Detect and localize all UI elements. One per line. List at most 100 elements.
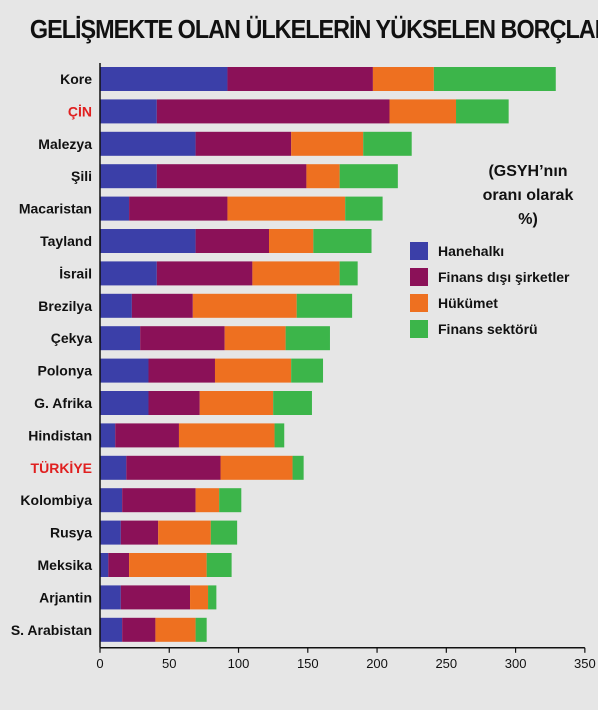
bar-7-series-3 xyxy=(252,261,340,286)
bar-15-series-2 xyxy=(120,520,159,545)
legend-label: Finans sektörü xyxy=(438,321,538,337)
bar-2-series-2 xyxy=(156,99,390,124)
bar-18-series-2 xyxy=(122,617,156,642)
bar-14-series-4 xyxy=(219,488,242,513)
legend-label: Finans dışı şirketler xyxy=(438,269,570,285)
bar-4-series-1 xyxy=(100,164,157,189)
bar-3-series-4 xyxy=(363,131,412,156)
bar-2-series-1 xyxy=(100,99,157,124)
legend-label: Hanehalkı xyxy=(438,243,505,259)
bar-17-series-3 xyxy=(190,585,209,610)
bar-14-series-3 xyxy=(195,488,220,513)
bar-5-series-1 xyxy=(100,196,130,221)
bar-13-series-4 xyxy=(292,455,304,480)
category-label: G. Afrika xyxy=(34,395,92,411)
bar-7-series-1 xyxy=(100,261,157,286)
legend-item: Hanehalkı xyxy=(410,242,570,260)
bar-18-series-1 xyxy=(100,617,123,642)
category-label: S. Arabistan xyxy=(11,622,92,638)
bar-9-series-2 xyxy=(140,326,225,351)
bar-18-series-3 xyxy=(155,617,196,642)
bar-16-series-2 xyxy=(108,553,130,577)
bar-2-series-3 xyxy=(389,99,457,124)
bar-15-series-4 xyxy=(210,520,238,545)
bar-9-series-3 xyxy=(224,326,286,351)
bar-8-series-3 xyxy=(192,293,297,318)
x-tick-label: 100 xyxy=(228,656,250,671)
chart-title: GELİŞMEKTE OLAN ÜLKELERİN YÜKSELEN BORÇL… xyxy=(29,14,598,44)
category-label: Arjantin xyxy=(39,589,92,605)
bar-6-series-3 xyxy=(269,229,314,253)
x-axis: 0 50 100 150 200 250 300 350 xyxy=(96,63,596,671)
category-label: Macaristan xyxy=(19,201,92,217)
category-label: Brezilya xyxy=(38,298,92,314)
category-label: TÜRKİYE xyxy=(31,460,92,476)
bar-13-series-2 xyxy=(126,455,221,480)
bar-5-series-3 xyxy=(227,196,346,221)
category-label: Rusya xyxy=(50,525,92,541)
legend-swatch xyxy=(410,242,428,260)
bar-17-series-2 xyxy=(120,585,191,610)
category-label: Kore xyxy=(60,71,92,87)
bar-16-series-4 xyxy=(206,553,232,577)
category-labels: Kore ÇİN Malezya Şili Macaristan Tayland İsrai… xyxy=(11,71,92,638)
category-label: Çekya xyxy=(51,330,92,346)
bar-2-series-4 xyxy=(456,99,509,124)
bar-6-series-1 xyxy=(100,229,196,253)
category-label: Meksika xyxy=(38,557,93,573)
bar-12-series-4 xyxy=(274,423,285,448)
legend-item: Hükümet xyxy=(410,294,570,312)
category-label: ÇİN xyxy=(68,103,92,119)
bar-18-series-4 xyxy=(195,617,207,642)
x-tick-label: 350 xyxy=(574,656,596,671)
bar-11-series-4 xyxy=(273,391,312,415)
legend-item: Finans sektörü xyxy=(410,320,570,338)
bar-16-series-3 xyxy=(129,553,207,577)
bar-1-series-3 xyxy=(372,67,434,91)
bar-15-series-3 xyxy=(158,520,211,545)
legend-item: Finans dışı şirketler xyxy=(410,268,570,286)
bar-12-series-1 xyxy=(100,423,116,448)
bar-1-series-2 xyxy=(227,67,373,91)
x-tick-label: 50 xyxy=(162,656,176,671)
legend-label: Hükümet xyxy=(438,295,498,311)
bar-7-series-2 xyxy=(156,261,253,286)
category-label: Polonya xyxy=(38,363,93,379)
bar-14-series-2 xyxy=(122,488,196,513)
bar-16-series-1 xyxy=(100,553,109,577)
bar-11-series-3 xyxy=(199,391,274,415)
x-tick-label: 250 xyxy=(435,656,457,671)
bar-17-series-4 xyxy=(208,585,217,610)
bar-6-series-4 xyxy=(313,229,372,253)
x-tick-label: 300 xyxy=(505,656,527,671)
bar-17-series-1 xyxy=(100,585,121,610)
bar-5-series-4 xyxy=(345,196,383,221)
bar-3-series-3 xyxy=(291,131,364,156)
bar-4-series-4 xyxy=(339,164,398,189)
x-tick-label: 200 xyxy=(366,656,388,671)
legend: Hanehalkı Finans dışı şirketler Hükümet Fin… xyxy=(410,242,570,346)
bar-12-series-2 xyxy=(115,423,179,448)
category-label: Malezya xyxy=(38,136,92,152)
bar-13-series-3 xyxy=(220,455,293,480)
bar-10-series-4 xyxy=(291,358,324,383)
bar-3-series-2 xyxy=(195,131,292,156)
legend-swatch xyxy=(410,294,428,312)
category-label: Tayland xyxy=(40,233,92,249)
bar-14-series-1 xyxy=(100,488,123,513)
category-label: Şili xyxy=(71,168,92,184)
bar-11-series-2 xyxy=(148,391,200,415)
bar-6-series-2 xyxy=(195,229,270,253)
category-label: Hindistan xyxy=(28,427,92,443)
bar-1-series-1 xyxy=(100,67,228,91)
bars-layer xyxy=(100,67,556,642)
bar-8-series-2 xyxy=(131,293,193,318)
bar-1-series-4 xyxy=(433,67,556,91)
bar-4-series-3 xyxy=(306,164,340,189)
bar-9-series-4 xyxy=(285,326,330,351)
category-label: İsrail xyxy=(59,265,92,281)
bar-8-series-1 xyxy=(100,293,132,318)
bar-13-series-1 xyxy=(100,455,127,480)
bar-10-series-2 xyxy=(148,358,215,383)
